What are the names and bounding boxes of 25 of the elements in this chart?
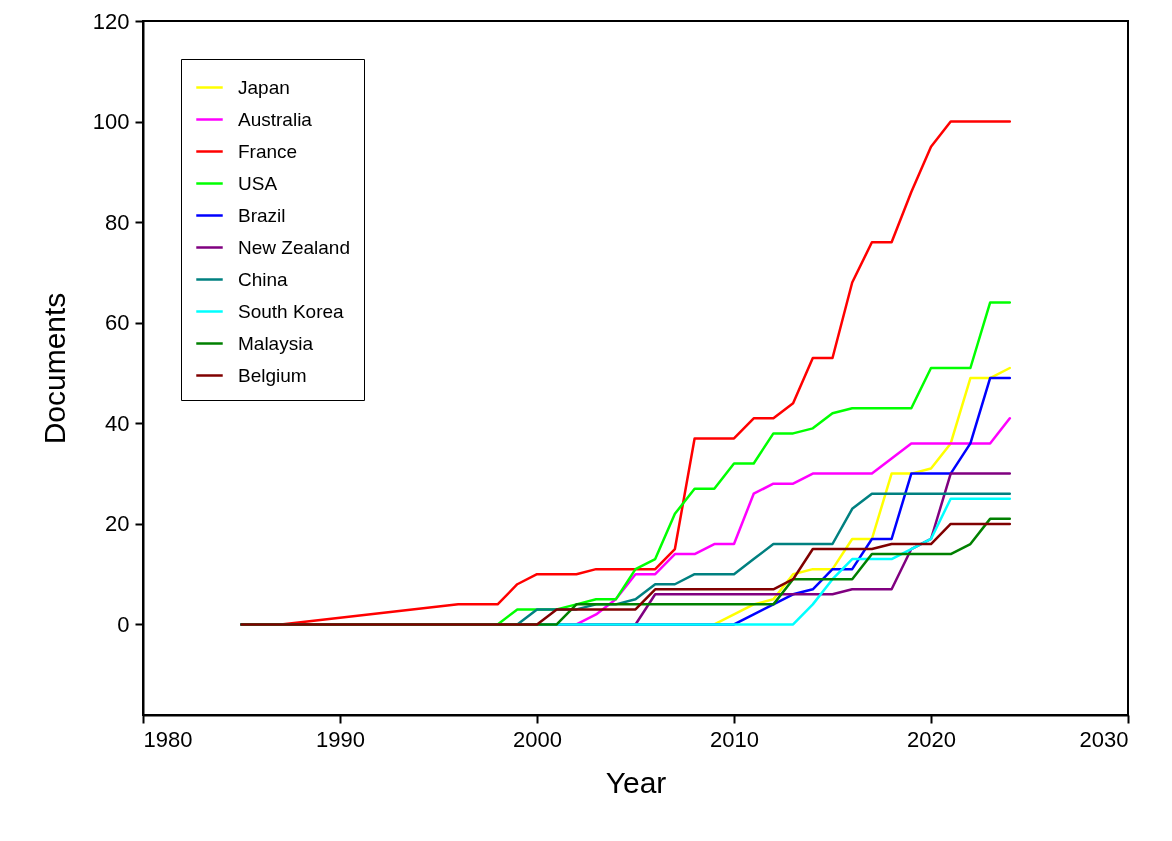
x-tick-label: 1990 (316, 726, 365, 752)
x-tick-label: 2010 (710, 726, 759, 752)
legend-label: France (238, 140, 298, 162)
legend-label: New Zealand (238, 236, 350, 258)
y-axis-title: Documents (37, 292, 71, 445)
legend-label: Australia (238, 108, 313, 130)
y-tick-label: 80 (105, 209, 130, 235)
legend-label: China (238, 268, 289, 290)
x-tick-label: 2030 (1079, 726, 1129, 752)
legend-label: Brazil (238, 204, 286, 226)
y-tick-label: 120 (92, 8, 130, 34)
y-tick-label: 100 (92, 109, 130, 135)
x-tick-label: 1980 (143, 726, 193, 752)
x-tick-label: 2000 (513, 726, 562, 752)
y-tick-label: 60 (105, 310, 130, 336)
y-tick-label: 40 (105, 410, 130, 436)
legend-label: Belgium (238, 364, 307, 386)
x-axis-title: Year (605, 765, 667, 799)
legend-label: Japan (238, 76, 290, 98)
legend-label: USA (238, 172, 278, 194)
y-tick-label: 20 (105, 511, 130, 537)
legend-label: Malaysia (238, 332, 314, 354)
legend-label: South Korea (238, 300, 345, 322)
x-tick-label: 2020 (907, 726, 956, 752)
y-tick-label: 0 (117, 611, 130, 637)
